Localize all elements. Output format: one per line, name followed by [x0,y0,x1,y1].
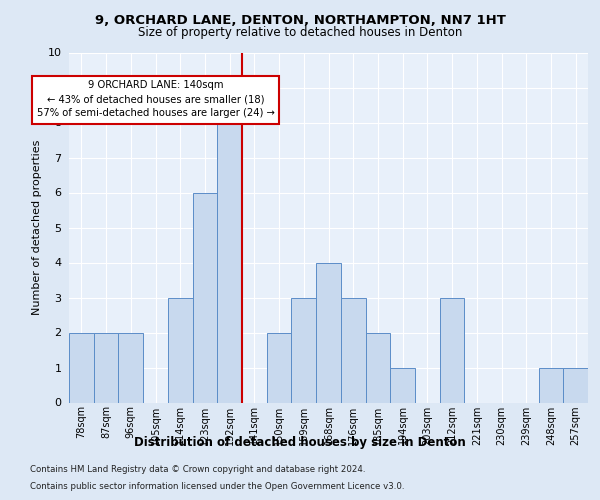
Bar [292,298,316,403]
Bar [267,332,292,402]
Bar [440,298,464,403]
Bar [69,332,94,402]
Bar [193,192,217,402]
Text: 9, ORCHARD LANE, DENTON, NORTHAMPTON, NN7 1HT: 9, ORCHARD LANE, DENTON, NORTHAMPTON, NN… [95,14,505,27]
Bar [217,122,242,402]
Text: 9 ORCHARD LANE: 140sqm
← 43% of detached houses are smaller (18)
57% of semi-det: 9 ORCHARD LANE: 140sqm ← 43% of detached… [37,80,274,118]
Bar [341,298,365,403]
Bar [390,368,415,402]
Bar [365,332,390,402]
Bar [118,332,143,402]
Y-axis label: Number of detached properties: Number of detached properties [32,140,42,315]
Bar [563,368,588,402]
Text: Contains HM Land Registry data © Crown copyright and database right 2024.: Contains HM Land Registry data © Crown c… [30,465,365,474]
Text: Contains public sector information licensed under the Open Government Licence v3: Contains public sector information licen… [30,482,404,491]
Text: Distribution of detached houses by size in Denton: Distribution of detached houses by size … [134,436,466,449]
Bar [168,298,193,403]
Bar [316,262,341,402]
Bar [539,368,563,402]
Bar [94,332,118,402]
Text: Size of property relative to detached houses in Denton: Size of property relative to detached ho… [138,26,462,39]
